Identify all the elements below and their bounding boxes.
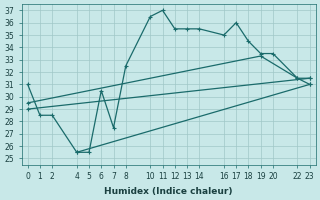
X-axis label: Humidex (Indice chaleur): Humidex (Indice chaleur) xyxy=(104,187,233,196)
